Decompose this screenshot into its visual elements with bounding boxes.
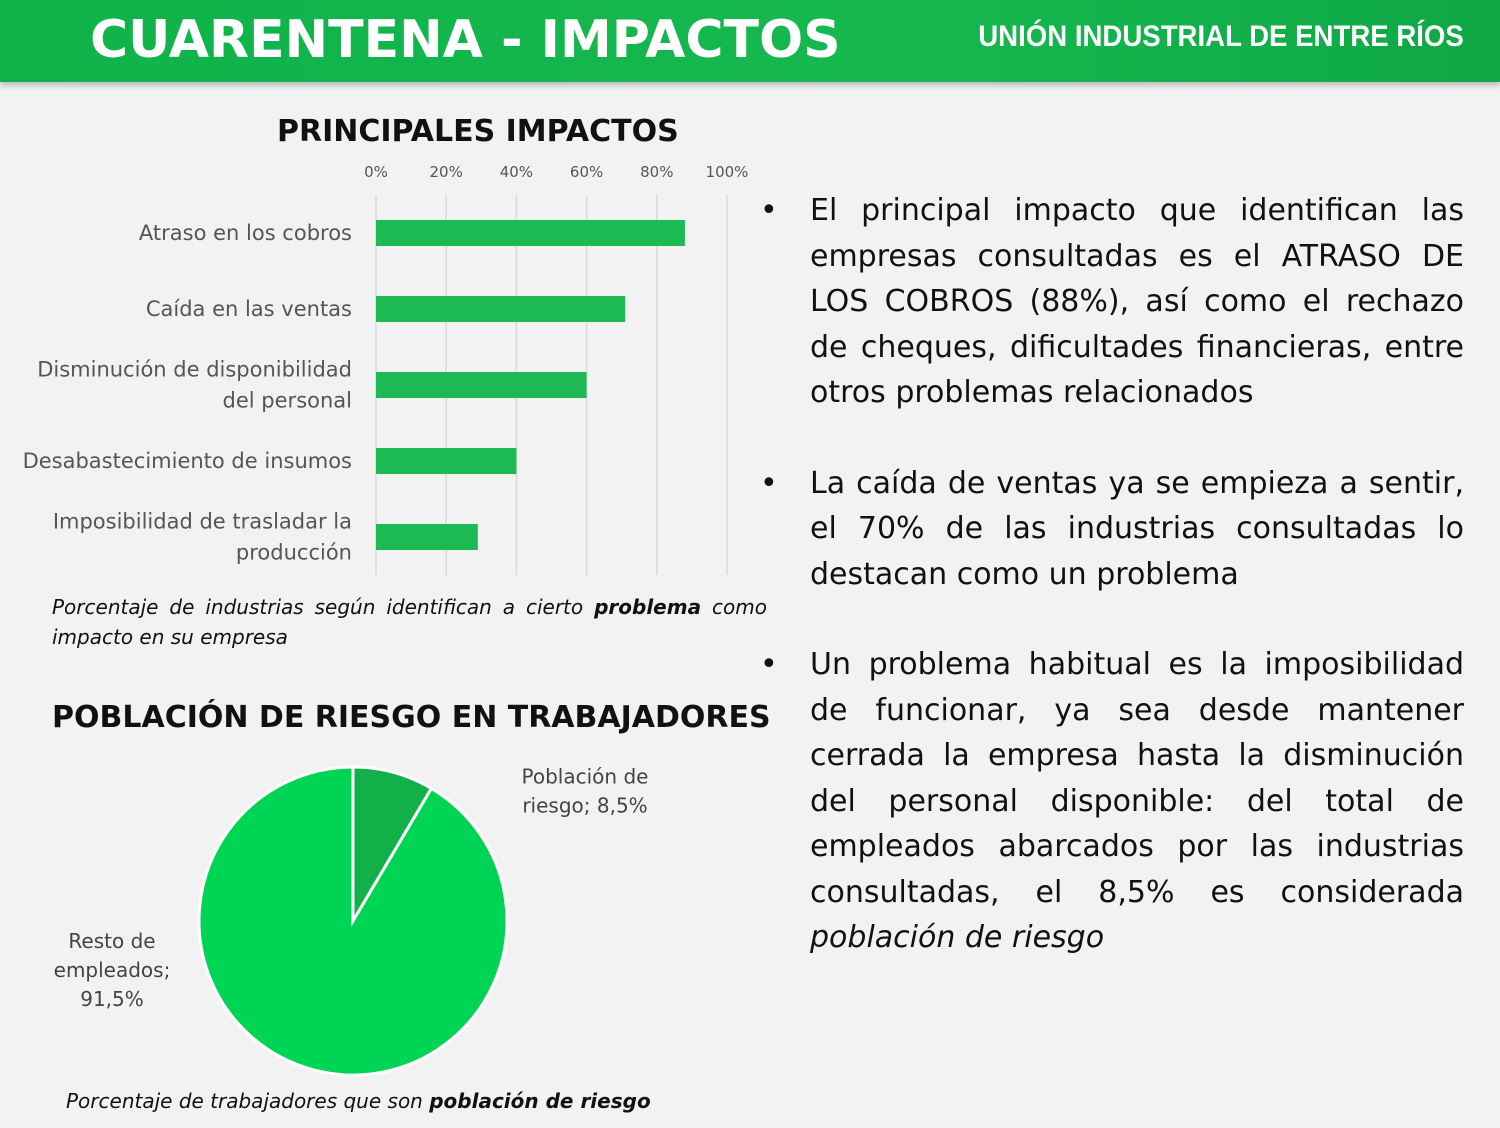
- bar-chart-caption: Porcentaje de industrias según identific…: [52, 595, 767, 649]
- header-bar: CUARENTENA - IMPACTOS UNIÓN INDUSTRIAL D…: [0, 0, 1500, 82]
- pie-data-label: Población de: [522, 765, 649, 789]
- category-label: producción: [236, 541, 352, 565]
- category-label: Imposibilidad de trasladar la: [53, 510, 352, 534]
- impacts-bar-chart: 0% 20% 40% 60% 80% 100% Atraso en los cobros Ca…: [23, 163, 749, 575]
- bar: [376, 524, 478, 550]
- category-label: Disminución de disponibilidad: [37, 358, 352, 382]
- category-label: Desabastecimiento de insumos: [23, 449, 352, 473]
- bullet-item: El principal impacto que identifican las…: [760, 188, 1464, 416]
- bar: [376, 448, 517, 474]
- pie-chart-caption: Porcentaje de trabajadores que son pobla…: [66, 1089, 651, 1113]
- pie-chart-title: POBLACIÓN DE RIESGO EN TRABAJADORES: [52, 700, 771, 735]
- bullet-item: Un problema habitual es la imposibilidad…: [760, 642, 1464, 961]
- bar: [376, 296, 626, 322]
- category-label: del personal: [223, 389, 352, 413]
- x-tick-label: 100%: [706, 163, 749, 181]
- bullet-item: La caída de ventas ya se empieza a senti…: [760, 461, 1464, 598]
- x-tick-label: 0%: [364, 163, 388, 181]
- category-label: Caída en las ventas: [146, 297, 352, 321]
- risk-population-pie-chart: Población de riesgo; 8,5% Resto de empleado…: [54, 765, 649, 1077]
- x-tick-label: 40%: [500, 163, 533, 181]
- x-tick-label: 60%: [570, 163, 603, 181]
- bar: [376, 220, 685, 246]
- pie-data-label: 91,5%: [80, 987, 144, 1011]
- pie-data-label: riesgo; 8,5%: [522, 794, 647, 818]
- x-tick-label: 20%: [430, 163, 463, 181]
- bar: [376, 372, 587, 398]
- x-tick-label: 80%: [640, 163, 673, 181]
- pie-data-label: empleados;: [54, 958, 171, 982]
- pie-slice: [197, 765, 509, 1077]
- bullet-list: El principal impacto que identifican las…: [760, 188, 1464, 1006]
- organization-name: UNIÓN INDUSTRIAL DE ENTRE RÍOS: [978, 20, 1464, 53]
- bar-chart-title: PRINCIPALES IMPACTOS: [277, 114, 679, 149]
- pie-data-label: Resto de: [68, 929, 155, 953]
- page-title: CUARENTENA - IMPACTOS: [90, 10, 841, 70]
- category-label: Atraso en los cobros: [139, 221, 352, 245]
